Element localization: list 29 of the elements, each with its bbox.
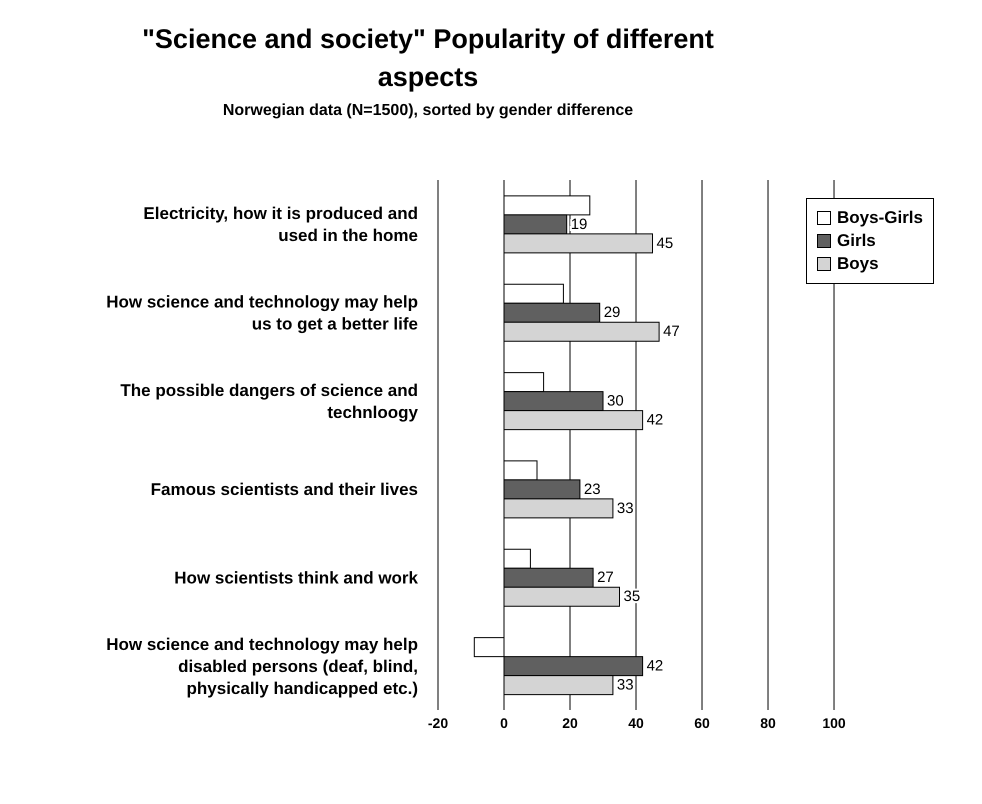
data-label: 30	[607, 392, 624, 410]
data-label: 27	[597, 569, 614, 586]
chart-subtitle: Norwegian data (N=1500), sorted by gender difference	[222, 102, 634, 120]
y-tick-label: How science and technology may help disabled persons (deaf, blind, physically handicapped etc.)	[106, 634, 418, 698]
x-tick-label: 60	[694, 714, 710, 731]
chart-title: "Science and society" Popularity of different aspects	[141, 23, 715, 94]
legend-label: Girls	[837, 231, 876, 251]
x-tick-label: 20	[562, 714, 578, 731]
x-tick-label: 100	[822, 714, 846, 731]
legend-label: Boys	[837, 254, 879, 274]
x-tick-label: 80	[760, 714, 776, 731]
data-label: 45	[656, 234, 674, 252]
y-tick-label: Famous scientists and their lives	[150, 480, 418, 499]
data-label: 29	[604, 304, 620, 322]
x-tick-label: -20	[428, 714, 448, 731]
data-label: 47	[663, 323, 680, 340]
data-label: 23	[584, 480, 601, 498]
data-label: 33	[616, 500, 634, 517]
y-tick-label: How scientists think and work	[174, 568, 419, 587]
data-label: 42	[646, 658, 664, 675]
y-tick-label: How science and technology may help us to get a better life	[106, 292, 418, 333]
y-tick-label: The possible dangers of science and technloogy	[120, 380, 419, 422]
x-tick-label: 0	[500, 714, 508, 731]
x-tick-label: 40	[628, 714, 644, 731]
y-tick-label: Electricity, how it is produced and used in the home	[143, 204, 418, 245]
data-label: 19	[570, 216, 588, 233]
legend-label: Boys-Girls	[837, 208, 923, 228]
data-label: 33	[616, 676, 634, 694]
data-label: 42	[646, 412, 664, 429]
